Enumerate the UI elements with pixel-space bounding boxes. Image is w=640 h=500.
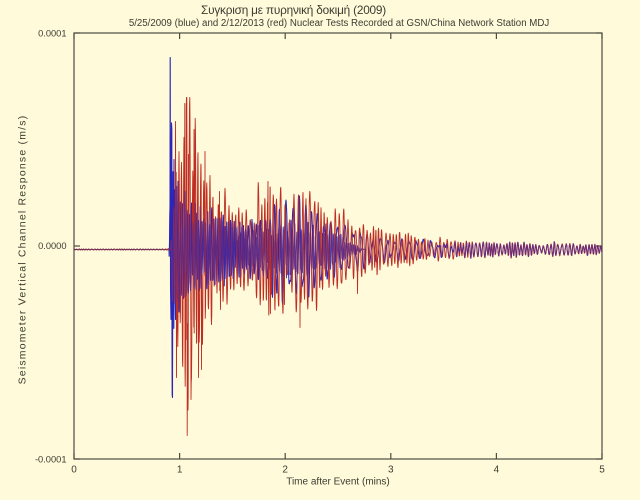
svg-text:5/25/2009 (blue) and 2/12/2013: 5/25/2009 (blue) and 2/12/2013 (red) Nuc… xyxy=(129,18,550,29)
svg-text:1: 1 xyxy=(177,465,183,476)
svg-text:2: 2 xyxy=(282,465,288,476)
svg-text:0: 0 xyxy=(71,465,77,476)
svg-text:Συγκριση με πυρηνική δοκιμή (2: Συγκριση με πυρηνική δοκιμή (2009) xyxy=(201,3,386,17)
svg-text:3: 3 xyxy=(388,465,394,476)
svg-text:Seismometer Vertical Channel R: Seismometer Vertical Channel Response (m… xyxy=(16,115,28,385)
svg-text:0.0000: 0.0000 xyxy=(38,241,66,251)
svg-text:4: 4 xyxy=(494,465,500,476)
svg-text:Time after Event (mins): Time after Event (mins) xyxy=(286,476,390,487)
svg-text:5: 5 xyxy=(599,465,605,476)
svg-text:-0.0001: -0.0001 xyxy=(35,455,67,465)
svg-text:0.0001: 0.0001 xyxy=(38,28,66,38)
